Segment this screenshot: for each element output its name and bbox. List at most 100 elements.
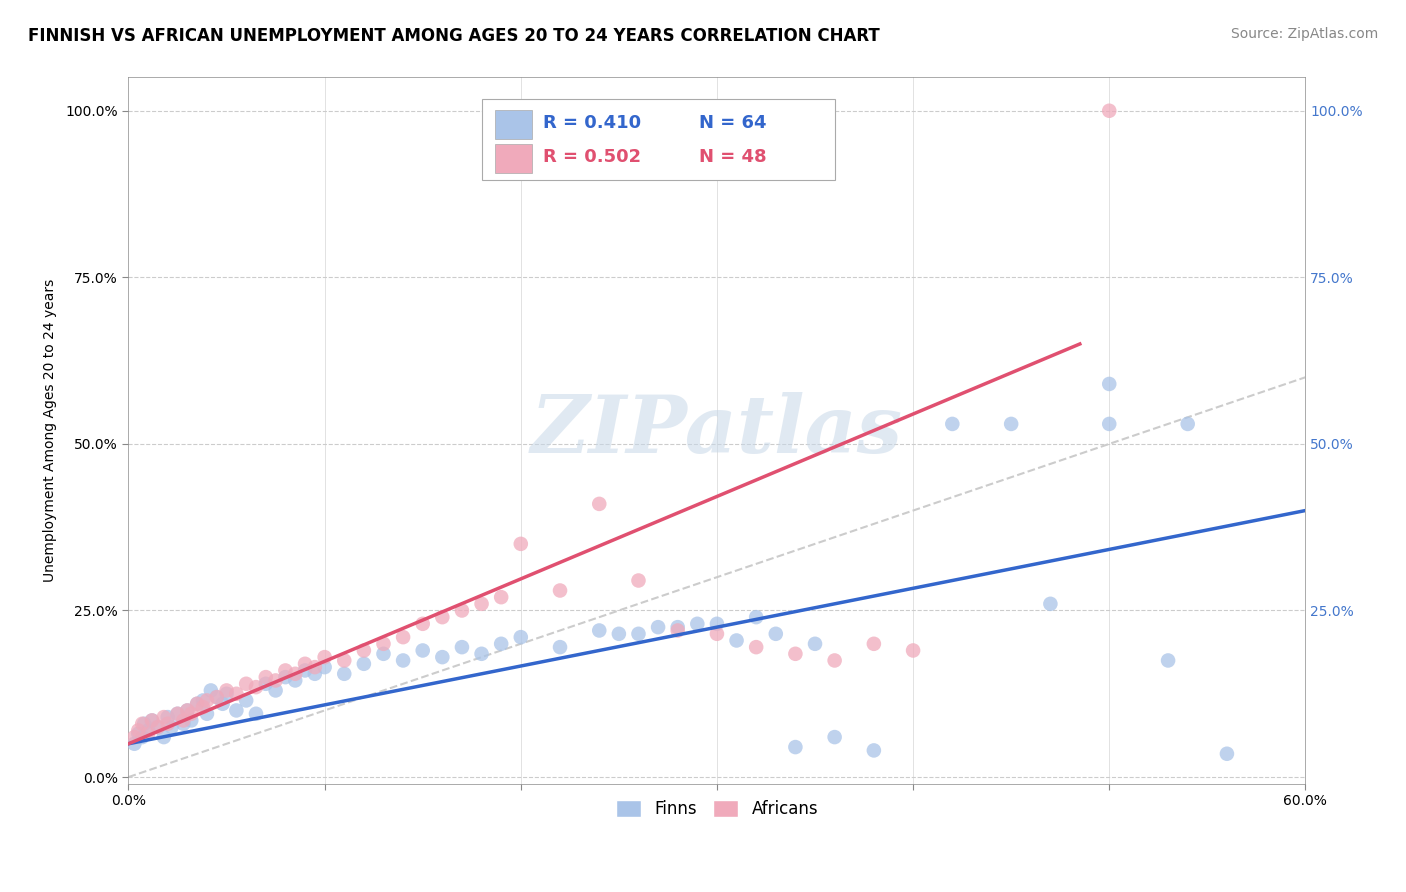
Point	[725, 633, 748, 648]
Point	[215, 687, 238, 701]
Point	[180, 706, 202, 721]
Point	[180, 714, 202, 728]
Point	[353, 643, 375, 657]
Point	[200, 683, 222, 698]
FancyBboxPatch shape	[495, 110, 533, 139]
Point	[191, 700, 214, 714]
Point	[156, 716, 179, 731]
Point	[172, 716, 194, 731]
Point	[314, 650, 336, 665]
Point	[254, 677, 277, 691]
Point	[588, 624, 610, 638]
Point	[176, 703, 198, 717]
Point	[131, 730, 153, 744]
Point	[607, 627, 630, 641]
Point	[489, 590, 512, 604]
Point	[627, 627, 650, 641]
Point	[136, 723, 159, 738]
Point	[824, 653, 846, 667]
Point	[136, 727, 159, 741]
Point	[548, 640, 571, 654]
Point	[824, 730, 846, 744]
Point	[627, 574, 650, 588]
Point	[666, 620, 689, 634]
Text: R = 0.410: R = 0.410	[543, 114, 641, 132]
Point	[127, 727, 149, 741]
Point	[647, 620, 669, 634]
Point	[432, 650, 454, 665]
Point	[195, 706, 218, 721]
Point	[284, 666, 307, 681]
Point	[432, 610, 454, 624]
Point	[1098, 417, 1121, 431]
Point	[1098, 103, 1121, 118]
Point	[509, 630, 531, 644]
Point	[1157, 653, 1180, 667]
Text: Source: ZipAtlas.com: Source: ZipAtlas.com	[1230, 27, 1378, 41]
Point	[1177, 417, 1199, 431]
Text: R = 0.502: R = 0.502	[543, 148, 641, 166]
Point	[186, 697, 208, 711]
Point	[548, 583, 571, 598]
Point	[211, 697, 233, 711]
Point	[1000, 417, 1022, 431]
Point	[1216, 747, 1239, 761]
Point	[141, 714, 163, 728]
Point	[686, 616, 709, 631]
Point	[489, 637, 512, 651]
Point	[134, 716, 156, 731]
Point	[124, 737, 146, 751]
Text: N = 64: N = 64	[699, 114, 766, 132]
Point	[245, 680, 267, 694]
Legend: Finns, Africans: Finns, Africans	[609, 793, 825, 825]
Point	[195, 693, 218, 707]
Point	[264, 683, 287, 698]
Point	[156, 710, 179, 724]
Point	[588, 497, 610, 511]
Point	[124, 730, 146, 744]
Text: ZIPatlas: ZIPatlas	[531, 392, 903, 469]
Point	[205, 690, 228, 705]
Point	[745, 640, 768, 654]
Point	[804, 637, 827, 651]
Point	[284, 673, 307, 688]
Point	[245, 706, 267, 721]
Point	[706, 627, 728, 641]
Point	[131, 716, 153, 731]
Point	[166, 706, 188, 721]
Point	[160, 720, 183, 734]
Point	[863, 743, 886, 757]
Point	[141, 714, 163, 728]
Point	[765, 627, 787, 641]
Point	[666, 624, 689, 638]
Point	[225, 687, 247, 701]
Point	[392, 630, 415, 644]
Point	[191, 693, 214, 707]
Point	[294, 664, 316, 678]
Point	[863, 637, 886, 651]
Point	[412, 616, 434, 631]
Point	[373, 647, 395, 661]
Point	[294, 657, 316, 671]
Point	[1039, 597, 1062, 611]
Text: N = 48: N = 48	[699, 148, 766, 166]
Point	[186, 697, 208, 711]
Point	[166, 706, 188, 721]
Point	[274, 664, 297, 678]
Point	[235, 677, 257, 691]
Point	[225, 703, 247, 717]
Point	[785, 647, 807, 661]
Point	[373, 637, 395, 651]
Point	[205, 690, 228, 705]
Point	[451, 603, 474, 617]
Point	[153, 730, 176, 744]
Point	[901, 643, 924, 657]
Point	[264, 673, 287, 688]
Text: FINNISH VS AFRICAN UNEMPLOYMENT AMONG AGES 20 TO 24 YEARS CORRELATION CHART: FINNISH VS AFRICAN UNEMPLOYMENT AMONG AG…	[28, 27, 880, 45]
Point	[745, 610, 768, 624]
Point	[941, 417, 963, 431]
Point	[333, 666, 356, 681]
Point	[153, 710, 176, 724]
Point	[412, 643, 434, 657]
Point	[471, 647, 494, 661]
